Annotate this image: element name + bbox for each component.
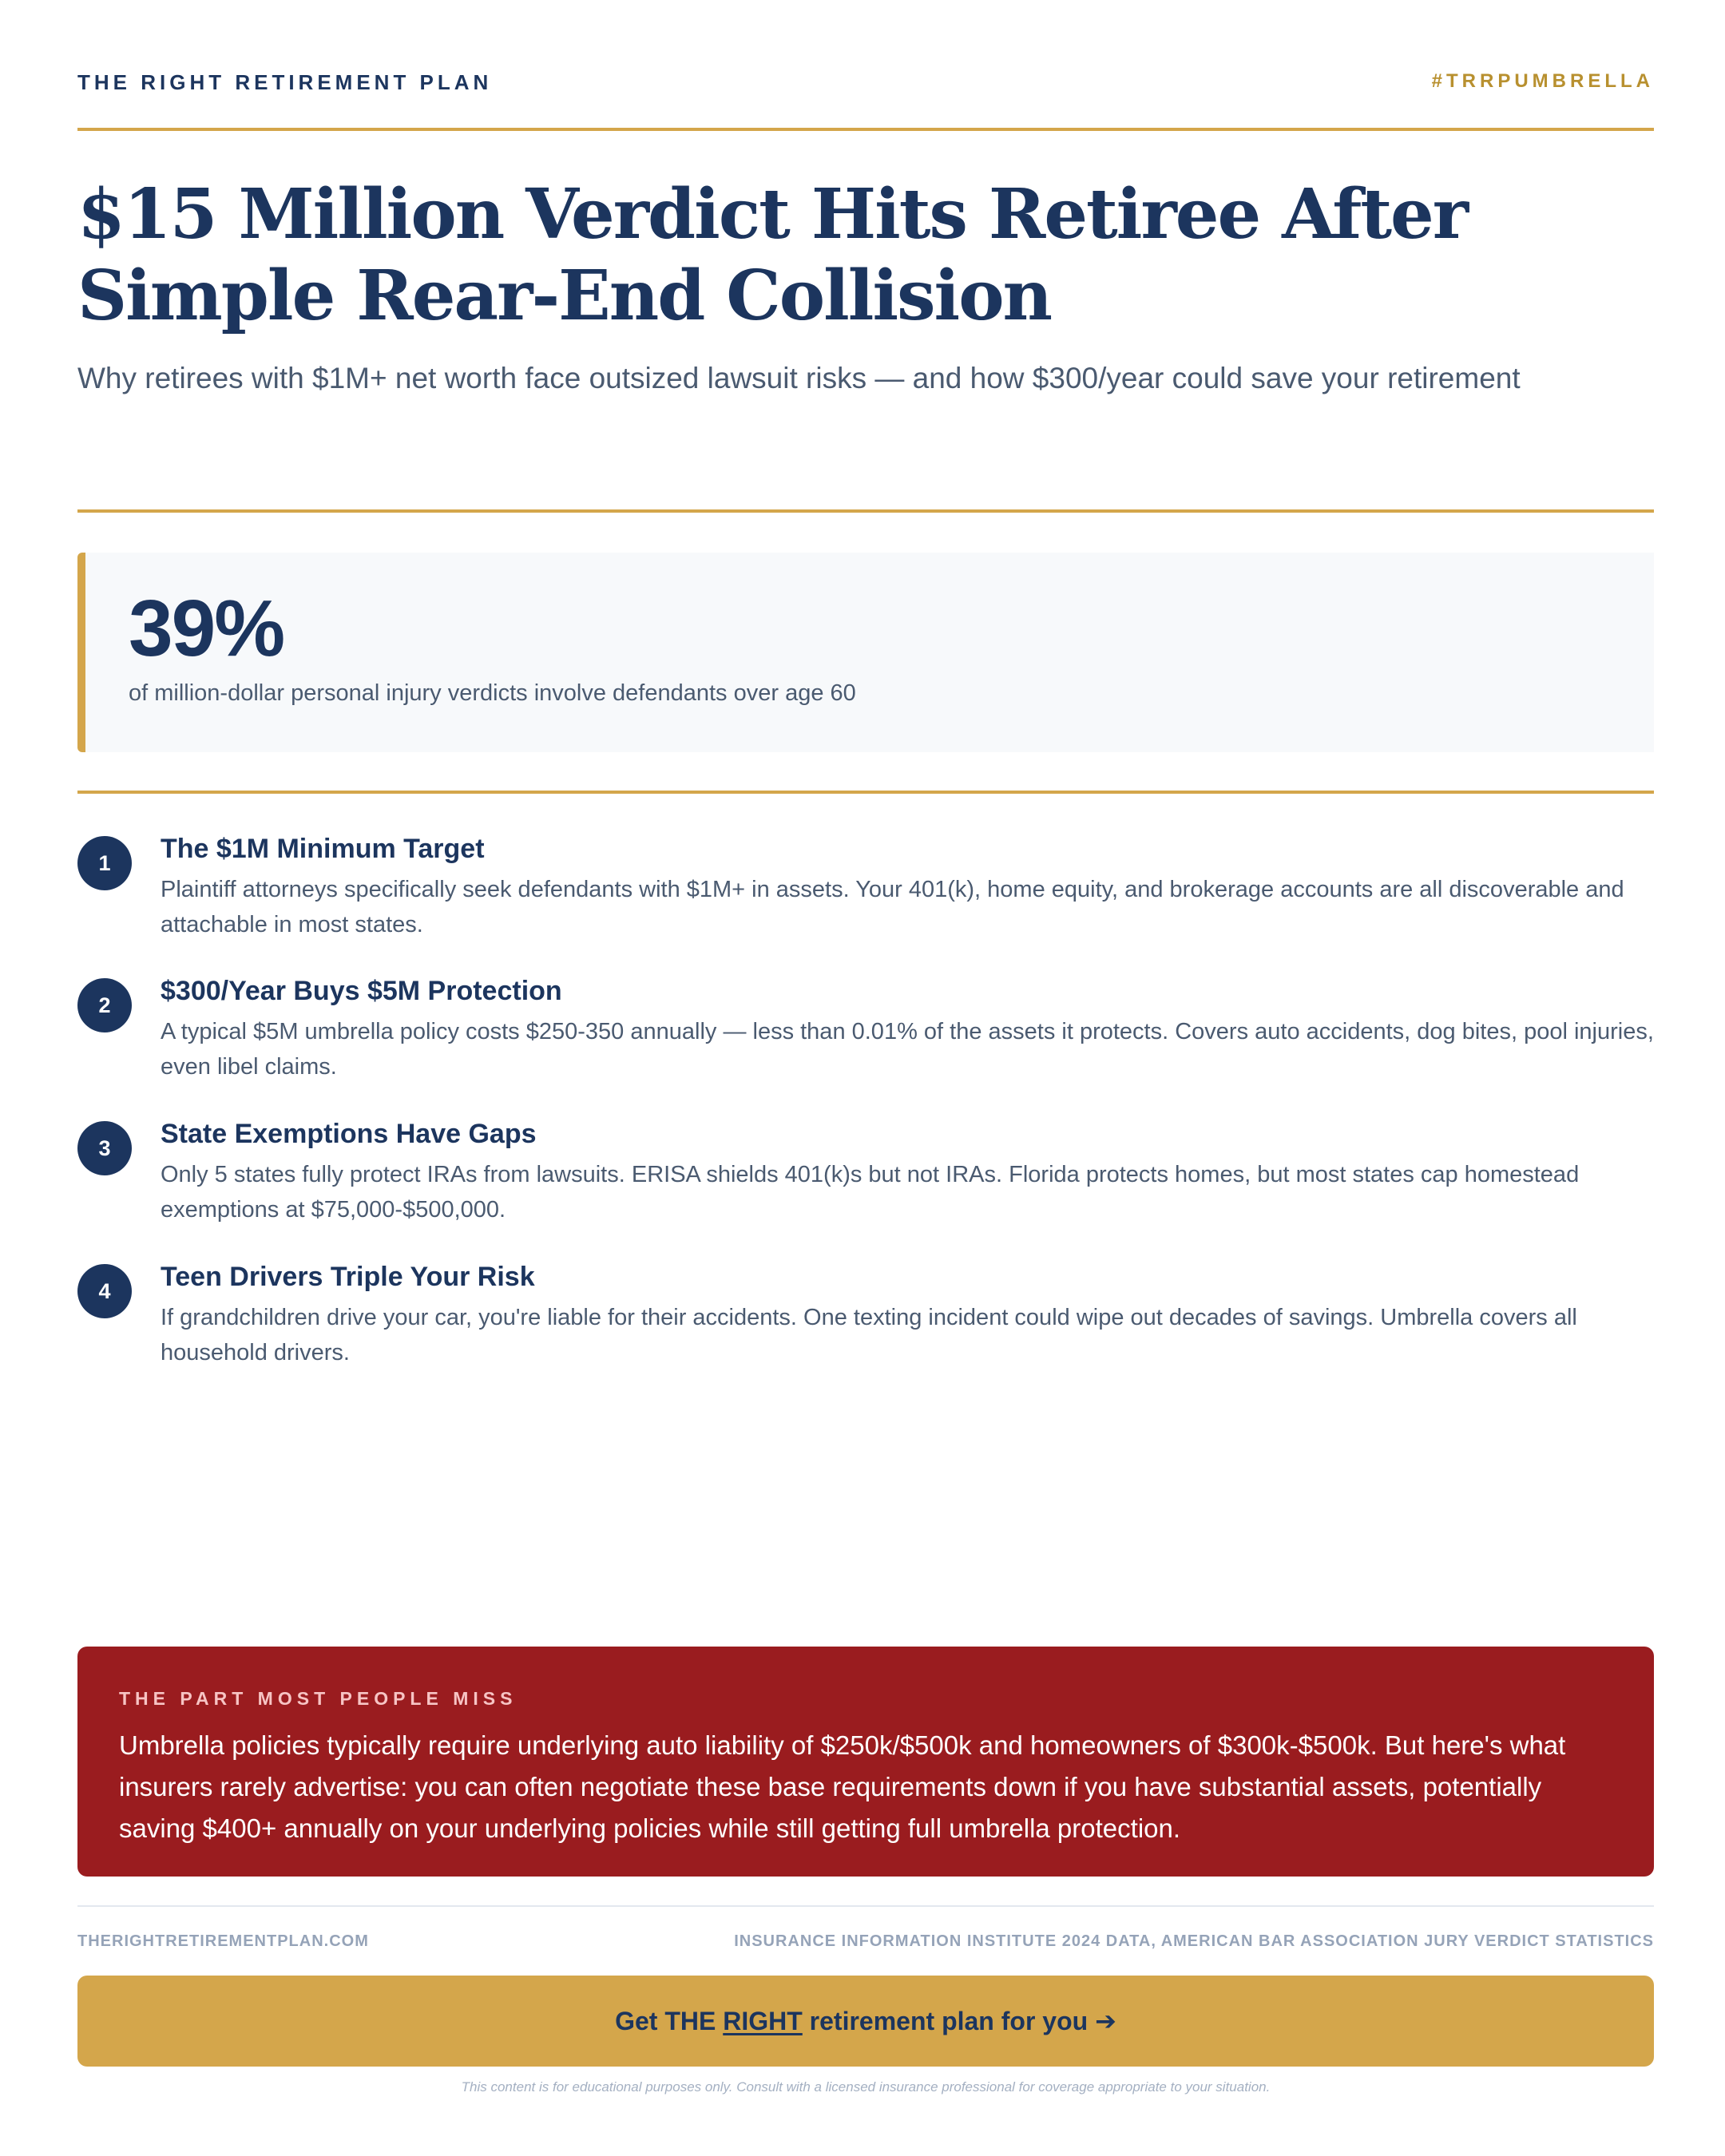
item-description: Plaintiff attorneys specifically seek de… xyxy=(161,877,1624,937)
item-title: State Exemptions Have Gaps xyxy=(161,1119,537,1149)
item-description: Only 5 states fully protect IRAs from la… xyxy=(161,1162,1580,1223)
cta-button[interactable]: Get THE RIGHT retirement plan for you ➔ xyxy=(77,1976,1654,2067)
number-badge: 2 xyxy=(77,978,132,1032)
cta-emphasis: RIGHT xyxy=(723,2006,803,2035)
cta-prefix: Get THE xyxy=(615,2006,724,2035)
sources-citation: INSURANCE INFORMATION INSTITUTE 2024 DAT… xyxy=(734,1932,1654,1950)
item-title: The $1M Minimum Target xyxy=(161,834,485,864)
page-subtitle: Why retirees with $1M+ net worth face ou… xyxy=(77,362,1521,394)
stat-value: 39% xyxy=(129,584,285,673)
number-badge: 4 xyxy=(77,1264,132,1318)
website-link[interactable]: THERIGHTRETIREMENTPLAN.COM xyxy=(77,1932,369,1950)
footer-divider xyxy=(77,1905,1654,1907)
item-title: Teen Drivers Triple Your Risk xyxy=(161,1262,535,1292)
number-badge: 1 xyxy=(77,836,132,890)
brand-name: THE RIGHT RETIREMENT PLAN xyxy=(77,70,493,94)
top-bar: THE RIGHT RETIREMENT PLAN #TRRPUMBRELLA xyxy=(77,70,1654,102)
warning-callout: THE PART MOST PEOPLE MISS Umbrella polic… xyxy=(77,1647,1654,1877)
hashtag[interactable]: #TRRPUMBRELLA xyxy=(1431,70,1654,92)
item-description: A typical $5M umbrella policy costs $250… xyxy=(161,1019,1654,1080)
cta-suffix: retirement plan for you xyxy=(802,2006,1089,2035)
callout-text: Umbrella policies typically require unde… xyxy=(119,1730,1566,1843)
header-divider xyxy=(77,128,1654,131)
callout-label: THE PART MOST PEOPLE MISS xyxy=(119,1688,518,1709)
section-divider-top xyxy=(77,509,1654,513)
stat-highlight: 39% of million-dollar personal injury ve… xyxy=(77,553,1654,752)
number-badge: 3 xyxy=(77,1121,132,1175)
page-title: $15 Million Verdict Hits Retiree After S… xyxy=(77,174,1469,336)
item-title: $300/Year Buys $5M Protection xyxy=(161,976,562,1006)
section-divider-bottom xyxy=(77,791,1654,794)
stat-caption: of million-dollar personal injury verdic… xyxy=(129,680,856,706)
disclaimer: This content is for educational purposes… xyxy=(461,2079,1271,2095)
item-description: If grandchildren drive your car, you're … xyxy=(161,1305,1577,1365)
arrow-right-icon: ➔ xyxy=(1095,2007,1116,2035)
